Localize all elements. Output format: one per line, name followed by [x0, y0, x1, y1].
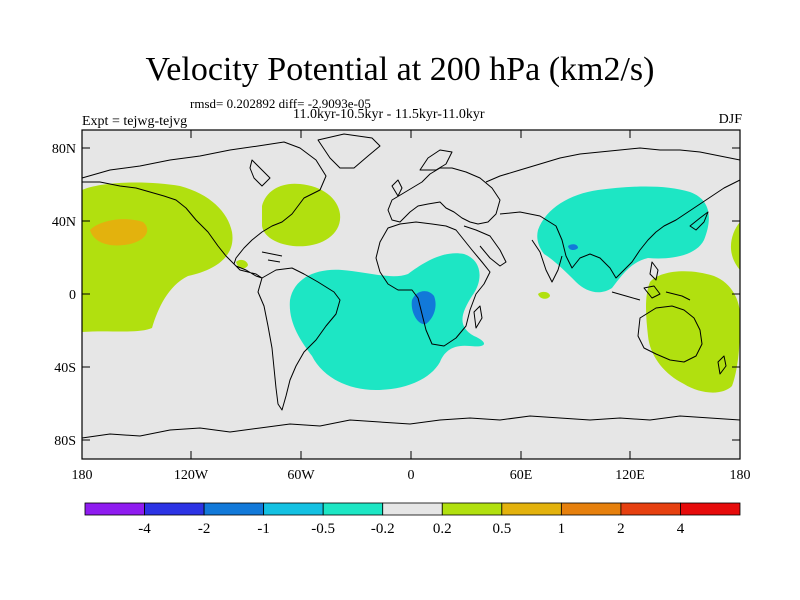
colorbar-swatch	[144, 502, 205, 516]
coast-africa	[375, 221, 491, 347]
coast-japan	[689, 211, 709, 231]
colorbar-swatch	[501, 502, 562, 516]
positive-region-east-edge	[730, 222, 740, 270]
map-title: Velocity Potential at 200 hPa (km2/s)	[145, 51, 655, 88]
x-tick-label: 120E	[615, 468, 645, 483]
colorbar-label: 4	[677, 521, 685, 537]
x-tick-label: 60E	[510, 468, 533, 483]
colorbar-label: -4	[138, 521, 151, 537]
colorbar-swatch	[263, 502, 324, 516]
colorbar-label: -2	[198, 521, 211, 537]
positive-region-australia	[646, 271, 741, 393]
tick-marks	[82, 130, 740, 459]
coast-new-zealand	[717, 355, 727, 375]
colorbar-swatch	[441, 502, 503, 516]
positive-region-pacific-core	[90, 219, 148, 246]
positive-region-central-america	[236, 259, 248, 269]
colorbar-label: 0.5	[492, 521, 511, 537]
negative-region-atlantic-africa	[289, 253, 485, 390]
coast-north-america	[81, 141, 327, 279]
negative-region-asia	[537, 186, 709, 293]
colorbar-label: -1	[257, 521, 270, 537]
y-tick-label: 40S	[54, 361, 76, 376]
rmsd-label: rmsd= 0.202892 diff= -2.9093e-05	[190, 96, 371, 111]
colorbar-swatch	[322, 502, 384, 516]
colorbar-label: -0.5	[311, 521, 335, 537]
colorbar-swatch	[203, 502, 265, 516]
coast-britain	[391, 179, 403, 197]
colorbar-label: 2	[617, 521, 625, 537]
coast-south-america	[257, 267, 341, 411]
y-tick-label: 80N	[52, 142, 76, 157]
experiment-label: Expt = tejwg-tejvg	[82, 114, 188, 129]
colorbar-label: 0.2	[433, 521, 452, 537]
coast-europe	[387, 167, 501, 225]
coast-philippines	[649, 261, 659, 281]
x-tick-label: 120W	[174, 468, 209, 483]
season-label: DJF	[718, 112, 742, 127]
coast-australia	[637, 305, 703, 363]
colorbar-swatch	[680, 502, 741, 516]
colorbar-swatch	[382, 502, 443, 516]
y-tick-label: 40N	[52, 215, 76, 230]
coast-india	[531, 239, 563, 283]
coast-scandinavia	[419, 149, 453, 171]
coast-greenland	[317, 133, 381, 169]
coast-madagascar	[473, 305, 483, 329]
x-tick-label: 180	[72, 468, 93, 483]
contour-shading	[82, 182, 741, 393]
colorbar: -4 -2 -1 -0.5 -0.2 0.2 0.5 1 2 4	[84, 502, 741, 537]
colorbar-swatch	[620, 502, 681, 516]
coast-indonesia	[611, 285, 691, 301]
x-tick-label: 0	[408, 468, 415, 483]
negative-region-asia-core	[568, 244, 578, 251]
negative-region-congo-core	[411, 291, 436, 325]
positive-region-north-atlantic	[262, 183, 341, 247]
y-tick-label: 0	[69, 288, 76, 303]
colorbar-swatch	[84, 502, 145, 516]
coast-asia	[463, 147, 741, 279]
coast-hudson-bay	[249, 159, 271, 187]
coast-caribbean	[261, 251, 283, 263]
colorbar-swatch	[560, 502, 622, 516]
coast-antarctica	[81, 415, 741, 439]
y-tick-label: 80S	[54, 434, 76, 449]
x-tick-label: 60W	[287, 468, 315, 483]
period-label: 11.0kyr-10.5kyr - 11.5kyr-11.0kyr	[293, 107, 485, 122]
coastlines	[81, 133, 741, 439]
positive-region-indian-ocean	[538, 291, 550, 299]
x-tick-label: 180	[730, 468, 751, 483]
colorbar-label: -0.2	[371, 521, 395, 537]
colorbar-label: 1	[558, 521, 566, 537]
